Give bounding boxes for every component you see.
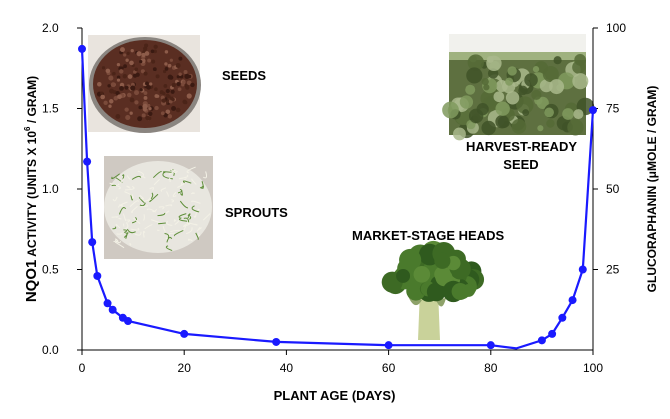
- data-point: [180, 329, 189, 338]
- x-tick-label: 0: [79, 361, 86, 375]
- data-point: [103, 299, 112, 308]
- y2-tick-label: 100: [606, 21, 626, 35]
- x-tick-label: 60: [382, 361, 396, 375]
- y-tick-label: 1.5: [42, 102, 59, 116]
- x-tick-label: 80: [484, 361, 498, 375]
- x-tick-label: 40: [280, 361, 294, 375]
- data-point: [93, 271, 102, 280]
- x-axis-label: PLANT AGE (DAYS): [274, 388, 396, 403]
- data-point: [486, 341, 495, 350]
- y2-tick-label: 75: [606, 102, 620, 116]
- data-point: [589, 106, 597, 115]
- y-tick-label: 2.0: [42, 21, 59, 35]
- axes: 0 20 40 60 80 100 0.0 0.5 1.0 1.5 2.0 25 50 75 100 PLAN…: [23, 21, 659, 403]
- y-tick-label: 1.0: [42, 182, 59, 196]
- data-point: [272, 337, 281, 346]
- y-axis-label: NQO1 ACTIVITY (UNITS X 106 / GRAM): [23, 76, 40, 302]
- annotation-sprouts: SPROUTS: [225, 205, 288, 220]
- sprouts-photo: [104, 156, 213, 259]
- data-point: [558, 313, 567, 322]
- photo-layer: [88, 34, 595, 340]
- data-point: [578, 265, 587, 274]
- y2-tick-label: 50: [606, 182, 620, 196]
- data-point: [78, 44, 86, 53]
- data-point: [108, 305, 117, 314]
- y2-tick-label: 25: [606, 263, 620, 277]
- y2-axis-label: GLUCORAPHANIN (μMOLE / GRAM): [645, 86, 659, 293]
- data-point: [548, 329, 557, 338]
- data-point: [123, 317, 132, 326]
- data-point: [88, 238, 97, 247]
- annotation-market-stage-heads: MARKET-STAGE HEADS: [352, 228, 505, 243]
- x-tick-label: 100: [583, 361, 603, 375]
- data-point: [568, 296, 577, 305]
- seeds-photo: [88, 35, 201, 133]
- series-layer: [78, 44, 597, 350]
- y-tick-label: 0.5: [42, 263, 59, 277]
- broccoli-photo: [381, 240, 485, 340]
- y-tick-label: 0.0: [42, 343, 59, 357]
- annotation-harvest-ready-line1: HARVEST-READY: [466, 139, 578, 154]
- data-point: [83, 157, 92, 166]
- annotation-seeds: SEEDS: [222, 68, 267, 83]
- data-point: [537, 336, 546, 345]
- harvest-field-photo: [442, 34, 595, 141]
- data-point: [384, 341, 393, 350]
- annotation-harvest-ready-line2: SEED: [503, 157, 539, 172]
- x-tick-label: 20: [178, 361, 192, 375]
